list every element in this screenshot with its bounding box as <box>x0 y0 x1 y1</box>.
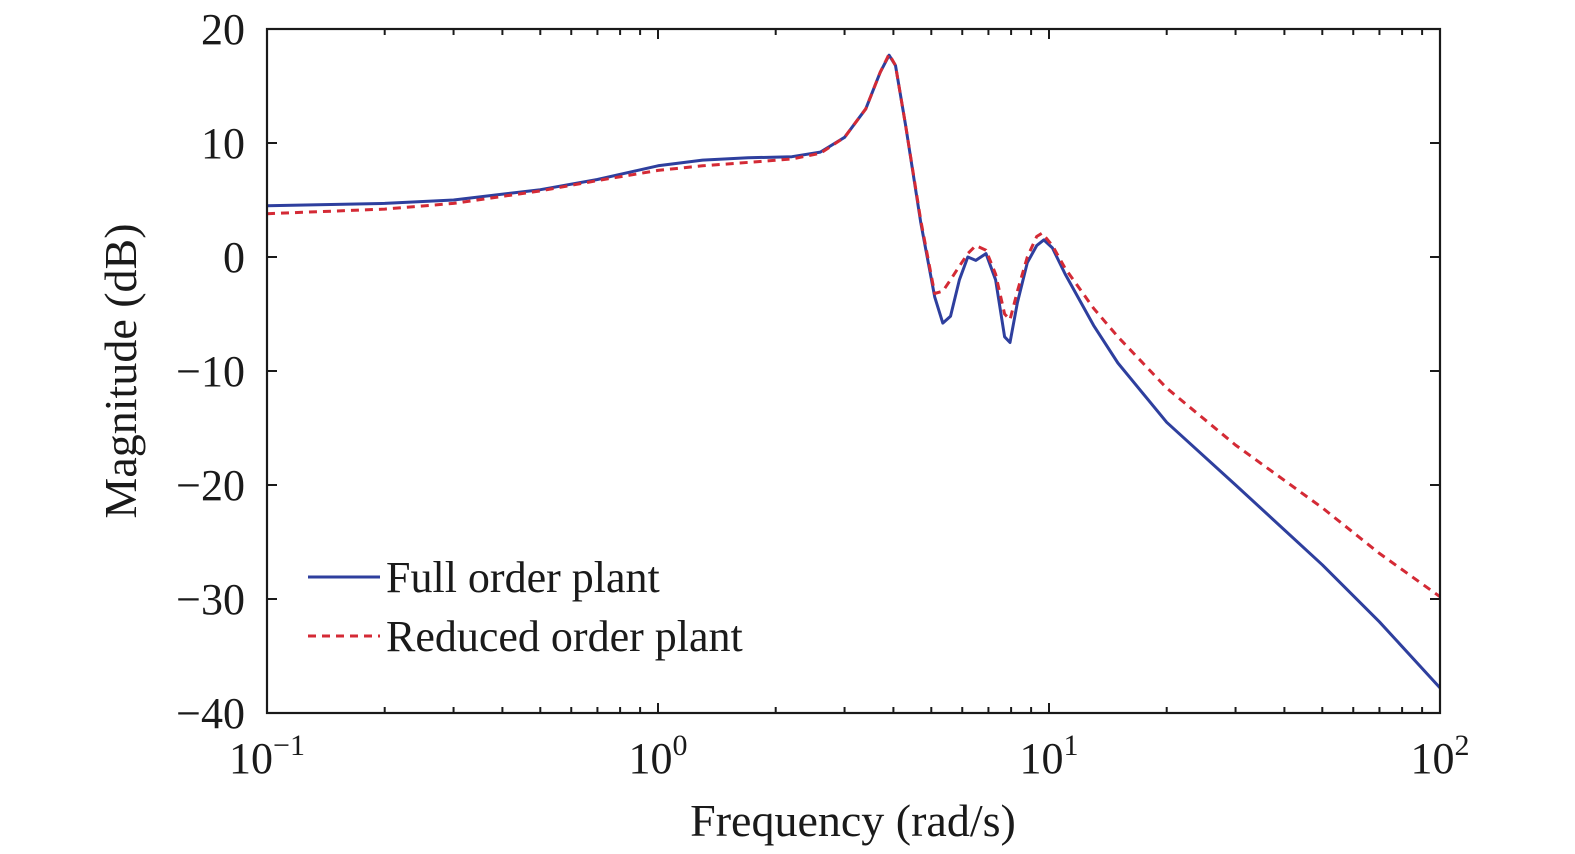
series-layer <box>266 52 1442 689</box>
x-tick-label: 102 <box>1411 729 1470 783</box>
series-line-full-order-plant <box>266 53 1442 689</box>
y-tick-label: −20 <box>176 461 245 510</box>
y-tick-label: 20 <box>201 5 245 54</box>
plot-frame <box>265 27 1442 715</box>
series-line-reduced-order-plant <box>266 52 1441 598</box>
y-tick-label: −30 <box>176 575 245 624</box>
y-axis-title: Magnitude (dB) <box>95 223 146 518</box>
legend-label-reduced-order: Reduced order plant <box>386 612 743 661</box>
x-tick-label: 10−1 <box>229 729 305 783</box>
y-tick-label: −10 <box>176 347 245 396</box>
legend: Full order plant Reduced order plant <box>308 553 743 661</box>
x-tick-label: 101 <box>1020 729 1079 783</box>
y-tick-label: 10 <box>201 119 245 168</box>
tick-layer <box>266 28 1441 714</box>
x-tick-label: 100 <box>629 729 688 783</box>
legend-label-full-order: Full order plant <box>386 553 660 602</box>
x-tick-labels: 10−1 100 101 102 <box>229 729 1469 783</box>
y-tick-label: 0 <box>223 233 245 282</box>
y-tick-label: −40 <box>176 689 245 738</box>
y-tick-labels: 20 10 0 −10 −20 −30 −40 <box>176 5 245 738</box>
x-axis-title: Frequency (rad/s) <box>690 795 1016 846</box>
